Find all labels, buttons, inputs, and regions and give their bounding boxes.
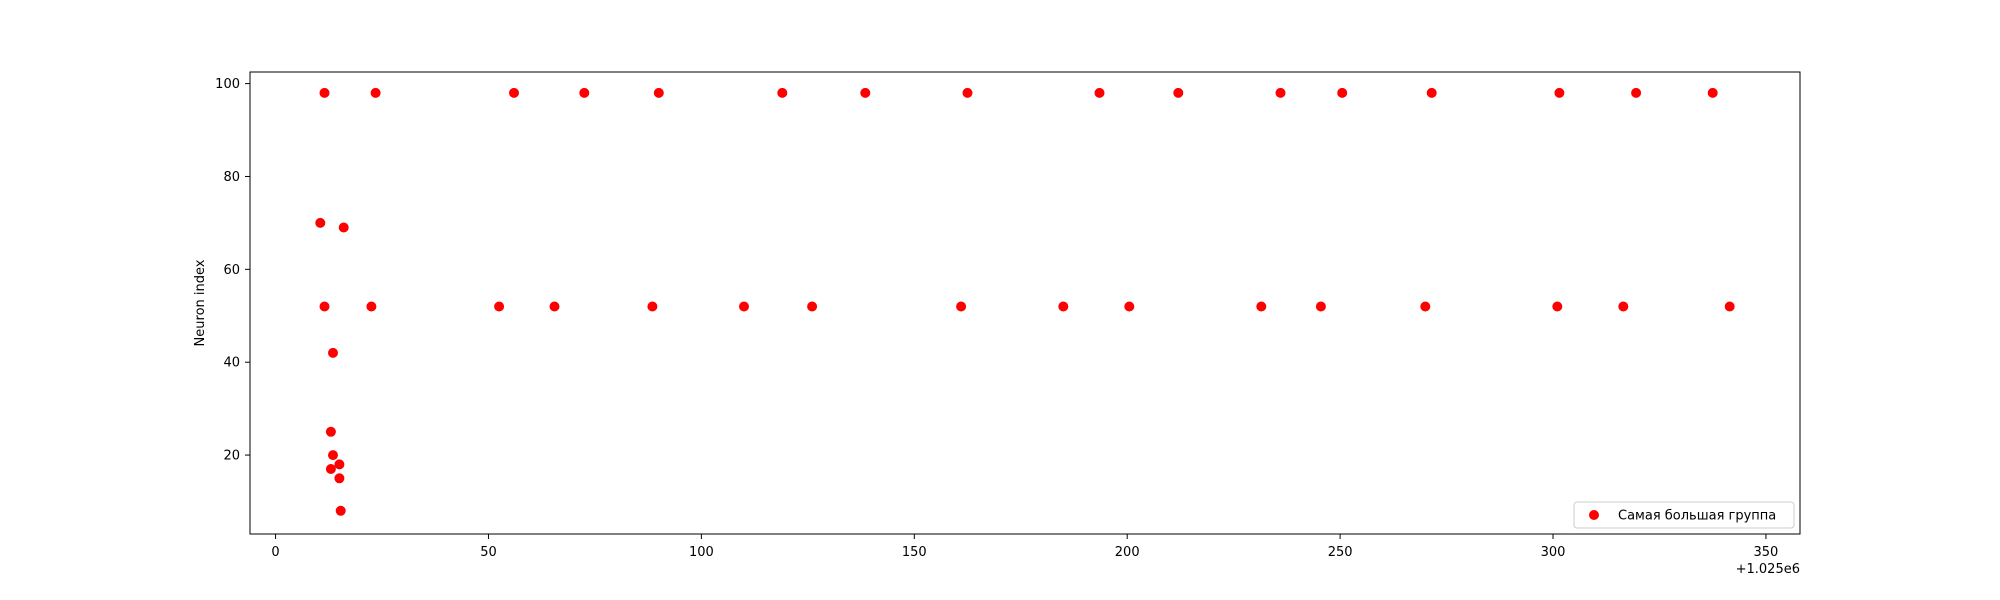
data-point xyxy=(325,426,336,437)
data-point xyxy=(328,450,338,461)
data-point xyxy=(319,87,330,98)
data-point xyxy=(777,87,788,98)
y-tick-label: 100 xyxy=(215,77,240,92)
y-axis-label: Neuron index xyxy=(193,259,208,346)
data-point xyxy=(739,301,749,312)
data-point xyxy=(1173,87,1184,98)
data-point xyxy=(807,301,818,312)
x-tick-label: 50 xyxy=(480,545,497,560)
legend-marker xyxy=(1589,510,1599,520)
y-axis: 20 40 60 80 100 xyxy=(215,77,250,464)
x-axis: 0 50 100 150 200 250 300 350 xyxy=(271,534,1778,560)
plot-frame xyxy=(249,71,1801,535)
data-point xyxy=(328,347,338,358)
data-point xyxy=(338,222,349,233)
data-point xyxy=(509,87,519,98)
data-point xyxy=(1707,87,1718,98)
y-tick-label: 20 xyxy=(223,449,240,464)
data-point xyxy=(1094,87,1105,98)
data-point xyxy=(1552,301,1563,312)
x-tick-label: 0 xyxy=(271,545,279,560)
data-point xyxy=(1315,301,1326,312)
data-point xyxy=(325,464,336,474)
data-point xyxy=(1426,87,1437,98)
data-point xyxy=(962,87,973,98)
legend-label: Самая большая группа xyxy=(1618,509,1776,524)
data-point xyxy=(1724,301,1735,312)
data-point xyxy=(494,301,505,312)
data-point xyxy=(549,301,560,312)
y-tick-label: 60 xyxy=(223,263,240,278)
data-point xyxy=(1554,87,1565,98)
x-tick-label: 100 xyxy=(689,545,714,560)
x-offset-label: +1.025e6 xyxy=(1736,562,1800,577)
data-point xyxy=(334,459,345,470)
data-point xyxy=(1256,301,1267,312)
data-points xyxy=(315,87,1735,516)
data-point xyxy=(319,301,330,312)
data-point xyxy=(315,217,326,228)
x-tick-label: 250 xyxy=(1328,545,1353,560)
x-tick-label: 300 xyxy=(1541,545,1566,560)
x-tick-label: 200 xyxy=(1115,545,1140,560)
data-point xyxy=(370,87,381,98)
data-point xyxy=(956,301,967,312)
x-tick-label: 150 xyxy=(902,545,927,560)
data-point xyxy=(1420,301,1431,312)
data-point xyxy=(1631,87,1642,98)
data-point xyxy=(1275,87,1286,98)
data-point xyxy=(1058,301,1069,312)
data-point xyxy=(1337,87,1348,98)
data-point xyxy=(653,87,664,98)
data-point xyxy=(1124,301,1135,312)
y-tick-label: 40 xyxy=(223,356,240,371)
legend: Самая большая группа xyxy=(1573,501,1795,529)
data-point xyxy=(366,301,377,312)
legend-box xyxy=(1573,501,1795,529)
data-point xyxy=(860,87,871,98)
data-point xyxy=(334,473,345,484)
x-tick-label: 350 xyxy=(1754,545,1779,560)
y-tick-label: 80 xyxy=(223,170,240,185)
data-point xyxy=(1618,301,1629,312)
data-point xyxy=(335,505,346,516)
data-point xyxy=(579,87,590,98)
plot-area xyxy=(250,72,1800,534)
data-point xyxy=(647,301,658,312)
